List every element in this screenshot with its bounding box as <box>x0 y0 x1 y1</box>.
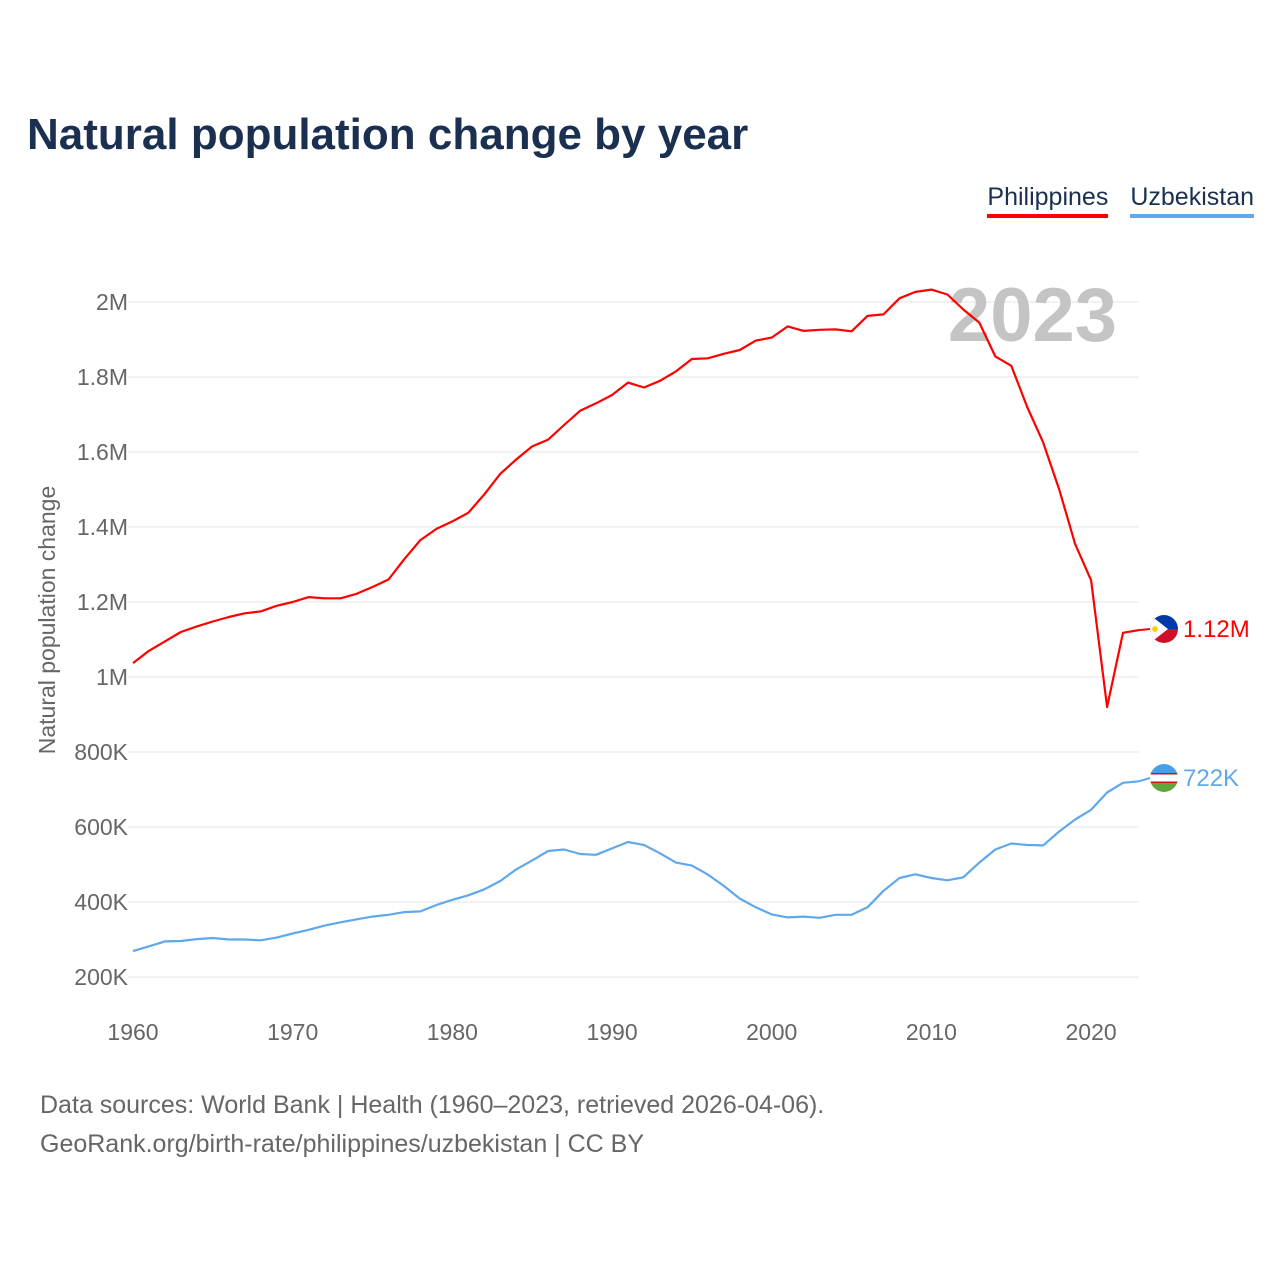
series-line-uzbekistan <box>132 780 1140 953</box>
y-tick-label: 800K <box>74 739 128 765</box>
y-tick-label: 2M <box>96 289 128 315</box>
y-tick-label: 1.6M <box>77 439 128 465</box>
legend: Philippines Uzbekistan <box>987 183 1254 218</box>
footer-link[interactable]: GeoRank.org/birth-rate/philippines/uzbek… <box>40 1130 645 1158</box>
x-tick-label: 1980 <box>427 1019 478 1045</box>
year-watermark: 2023 <box>948 273 1117 358</box>
chart-title: Natural population change by year <box>27 110 749 159</box>
footer-sources: Data sources: World Bank | Health (1960–… <box>40 1091 825 1119</box>
y-tick-label: 1.4M <box>77 514 128 540</box>
y-tick-label: 400K <box>74 889 128 915</box>
x-tick-label: 1960 <box>107 1019 158 1045</box>
y-tick-label: 1.8M <box>77 364 128 390</box>
end-connector <box>1138 777 1151 783</box>
y-tick-label: 1M <box>96 664 128 690</box>
legend-item-philippines[interactable]: Philippines <box>987 183 1109 218</box>
uzbekistan-flag-icon <box>1150 764 1178 792</box>
legend-item-uzbekistan[interactable]: Uzbekistan <box>1130 183 1254 218</box>
x-tick-label: 1990 <box>586 1019 637 1045</box>
philippines-flag-icon <box>1150 615 1178 643</box>
footer: Data sources: World Bank | Health (1960–… <box>40 1086 824 1164</box>
y-tick-label: 1.2M <box>77 589 128 615</box>
end-value-label: 722K <box>1183 765 1239 792</box>
y-tick-label: 200K <box>74 964 128 990</box>
x-tick-label: 2000 <box>746 1019 797 1045</box>
end-value-label: 1.12M <box>1183 616 1250 643</box>
y-tick-label: 600K <box>74 814 128 840</box>
x-tick-label: 1970 <box>267 1019 318 1045</box>
y-axis-label: Natural population change <box>34 486 60 755</box>
series-line-philippines <box>132 288 1140 709</box>
end-connector <box>1138 628 1151 632</box>
x-tick-label: 2020 <box>1066 1019 1117 1045</box>
x-tick-label: 2010 <box>906 1019 957 1045</box>
